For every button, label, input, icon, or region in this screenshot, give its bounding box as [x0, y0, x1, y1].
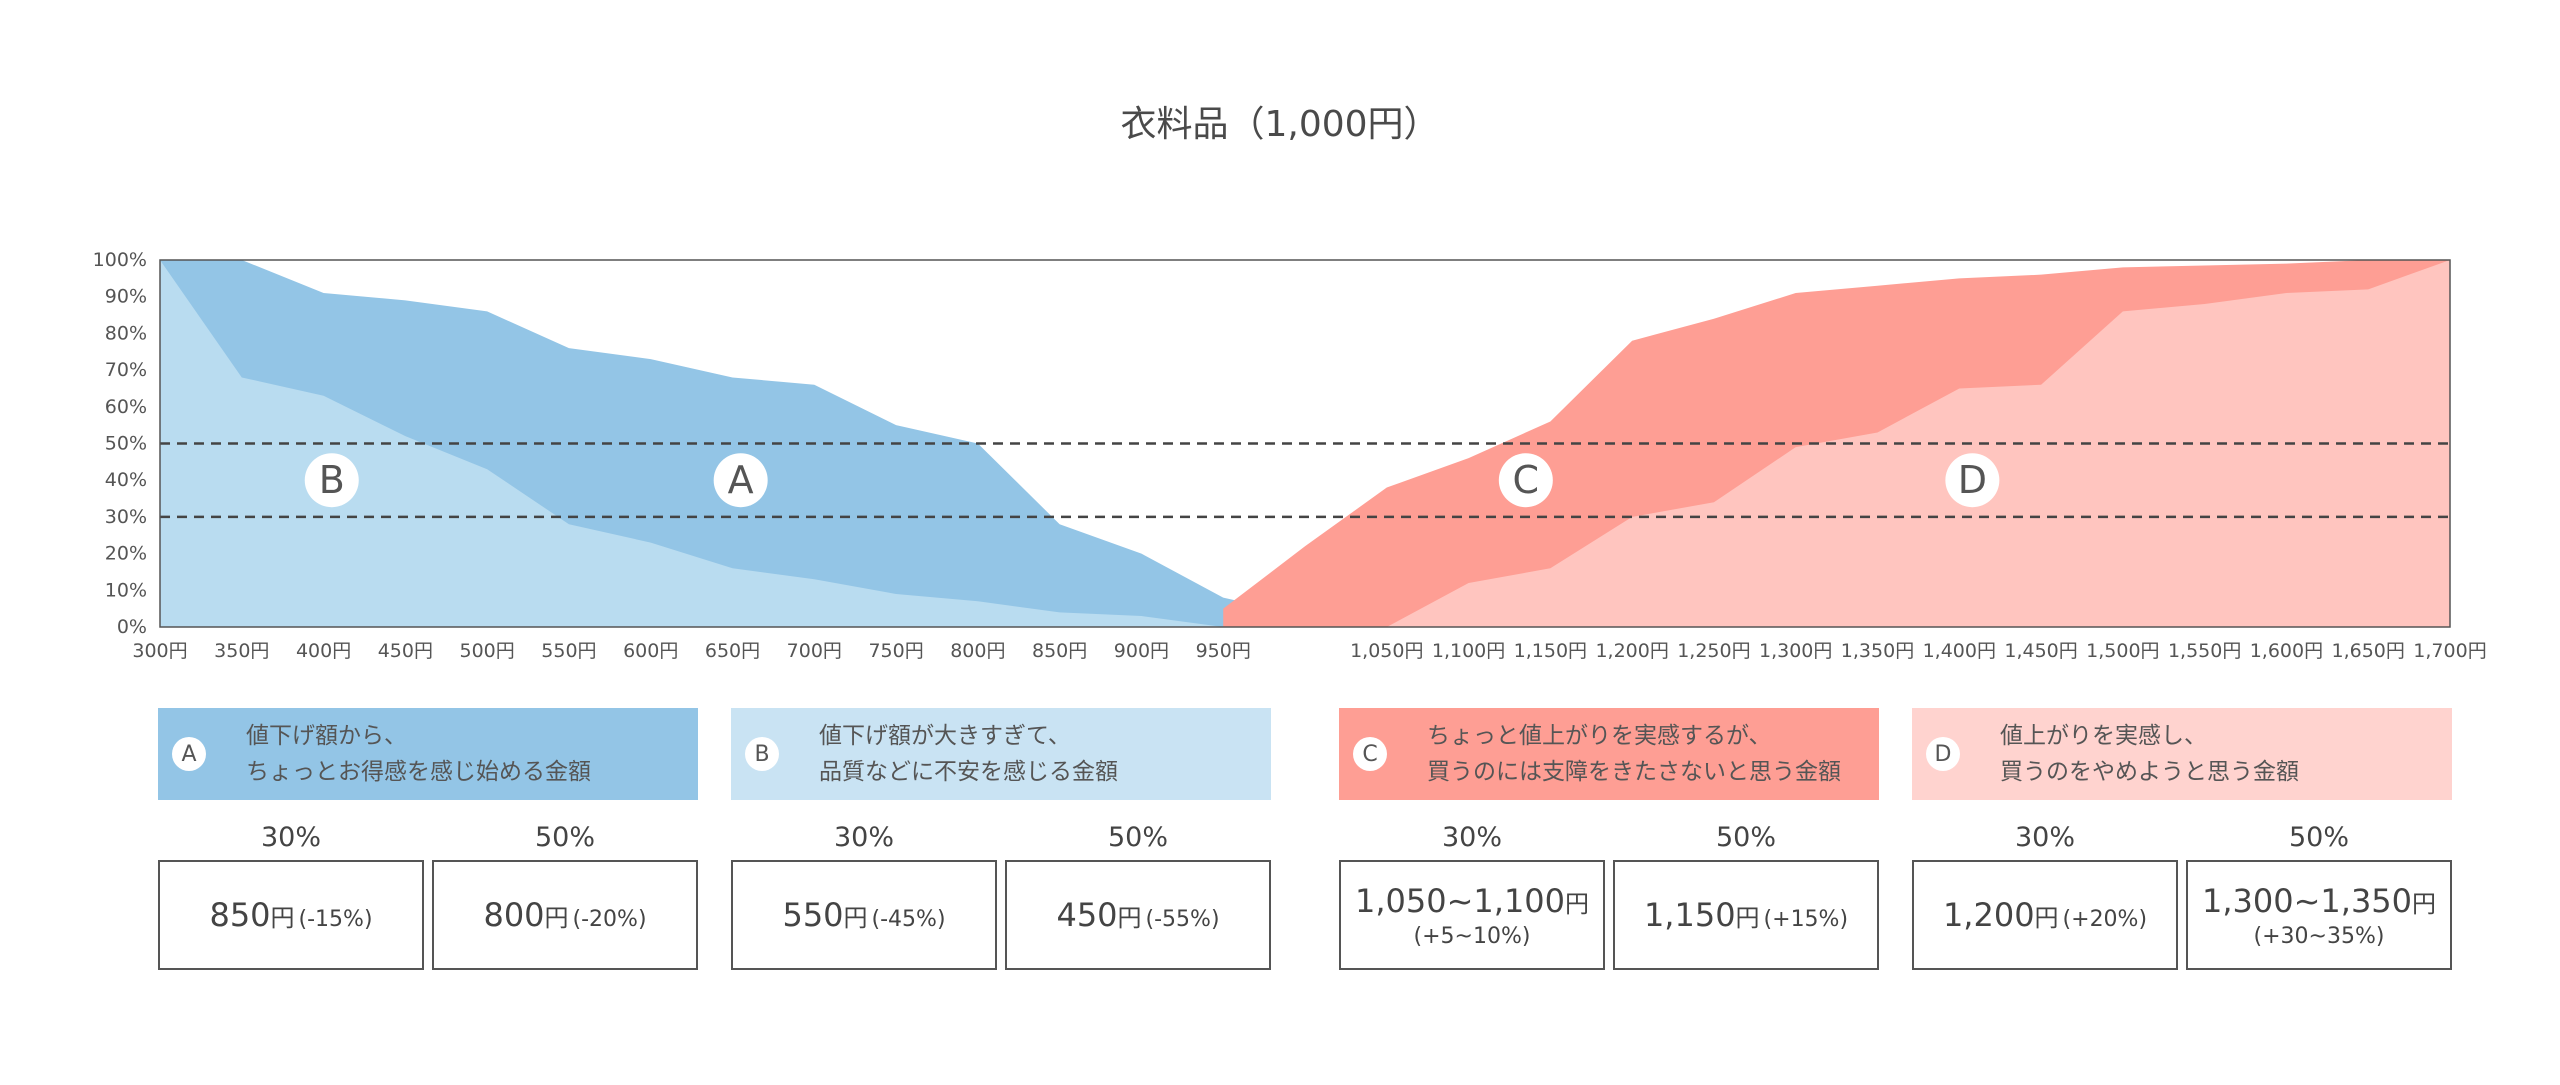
y-tick-label: 80%	[105, 322, 147, 344]
value-box-d-30: 1,200円 (+20%)	[1912, 860, 2178, 970]
marker-a: A	[713, 453, 768, 508]
legend-item-c: C ちょっと値上がりを実感するが、 買うのには支障をきたさないと思う金額	[1339, 708, 1879, 800]
x-tick-label: 700円	[787, 640, 842, 662]
marker-circle	[304, 453, 359, 508]
y-tick-label: 10%	[105, 579, 147, 601]
x-tick-label: 1,100円	[1432, 640, 1505, 662]
y-tick-label: 50%	[105, 433, 147, 455]
marker-circle	[1498, 453, 1553, 508]
pct-label-d-30: 30%	[2014, 822, 2075, 853]
value-box-b-50: 450円 (-55%)	[1005, 860, 1271, 970]
x-tick-label: 550円	[541, 640, 596, 662]
x-tick-label: 600円	[623, 640, 678, 662]
x-tick-label: 1,450円	[2004, 640, 2077, 662]
pct-label-a-50: 50%	[534, 822, 595, 853]
pct-label-d-50: 50%	[2288, 822, 2349, 853]
reference-lines	[160, 442, 2450, 519]
legend-line2-d: 買うのをやめようと思う金額	[2000, 759, 2299, 785]
legend-badge-d: D	[1926, 737, 1960, 771]
legend-text-b: 値下げ額が大きすぎて、 品質などに不安を感じる金額	[819, 718, 1118, 790]
y-tick-label: 70%	[105, 359, 147, 381]
legend-item-b: B 値下げ額が大きすぎて、 品質などに不安を感じる金額	[731, 708, 1271, 800]
marker-circle	[713, 453, 768, 508]
pct-label-a-30: 30%	[260, 822, 321, 853]
x-tick-label: 1,550円	[2168, 640, 2241, 662]
x-tick-label: 850円	[1032, 640, 1087, 662]
x-tick-label: 1,200円	[1595, 640, 1668, 662]
x-tick-label: 1,400円	[1923, 640, 1996, 662]
marker-d: D	[1945, 453, 2000, 508]
x-tick-label: 800円	[950, 640, 1005, 662]
value-box-b-30: 550円 (-45%)	[731, 860, 997, 970]
legend-text-d: 値上がりを実感し、 買うのをやめようと思う金額	[2000, 718, 2299, 790]
legend-line1-d: 値上がりを実感し、	[2000, 723, 2207, 749]
marker-label: B	[319, 458, 345, 502]
y-tick-label: 40%	[105, 469, 147, 491]
x-tick-label: 450円	[378, 640, 433, 662]
x-tick-label: 1,150円	[1514, 640, 1587, 662]
marker-label: A	[728, 458, 754, 502]
value-box-a-50: 800円 (-20%)	[432, 860, 698, 970]
area-b	[160, 260, 1387, 627]
pct-label-b-50: 50%	[1107, 822, 1168, 853]
x-tick-label: 950円	[1196, 640, 1251, 662]
x-tick-label: 750円	[868, 640, 923, 662]
marker-circle	[1945, 453, 2000, 508]
legend-line1-a: 値下げ額から、	[246, 723, 407, 749]
legend-item-d: D 値上がりを実感し、 買うのをやめようと思う金額	[1912, 708, 2452, 800]
legend-badge-c: C	[1353, 737, 1387, 771]
legend-line2-b: 品質などに不安を感じる金額	[819, 759, 1118, 785]
y-tick-label: 20%	[105, 543, 147, 565]
x-tick-label: 900円	[1114, 640, 1169, 662]
legend-text-a: 値下げ額から、 ちょっとお得感を感じ始める金額	[246, 718, 591, 790]
y-tick-label: 60%	[105, 396, 147, 418]
value-box-d-50: 1,300~1,350円 (+30~35%)	[2186, 860, 2452, 970]
area-chart: 0% 10% 20% 30% 40% 50% 60% 70% 80% 90% 100% 300円 350…	[93, 249, 2487, 662]
pct-label-b-30: 30%	[833, 822, 894, 853]
y-tick-label: 90%	[105, 286, 147, 308]
x-tick-label: 1,050円	[1350, 640, 1423, 662]
x-tick-label: 500円	[460, 640, 515, 662]
y-tick-label: 0%	[117, 616, 147, 638]
value-box-c-30: 1,050~1,100円 (+5~10%)	[1339, 860, 1605, 970]
legend-item-a: A 値下げ額から、 ちょっとお得感を感じ始める金額	[158, 708, 698, 800]
chart-axes: 0% 10% 20% 30% 40% 50% 60% 70% 80% 90% 100% 300円 350…	[93, 249, 2487, 662]
x-tick-label: 350円	[214, 640, 269, 662]
x-tick-label: 1,500円	[2086, 640, 2159, 662]
x-tick-label: 650円	[705, 640, 760, 662]
x-tick-label: 1,650円	[2332, 640, 2405, 662]
legend-badge-b: B	[745, 737, 779, 771]
plot-frame	[159, 259, 2451, 628]
chart-title: 衣料品（1,000円）	[1120, 104, 1440, 145]
y-tick-label: 30%	[105, 506, 147, 528]
x-tick-label: 400円	[296, 640, 351, 662]
marker-label: D	[1958, 458, 1987, 502]
legend-text-c: ちょっと値上がりを実感するが、 買うのには支障をきたさないと思う金額	[1427, 718, 1841, 790]
marker-c: C	[1498, 453, 1553, 508]
x-tick-label: 1,600円	[2250, 640, 2323, 662]
legend-line1-c: ちょっと値上がりを実感するが、	[1427, 723, 1772, 749]
x-tick-label: 1,700円	[2413, 640, 2486, 662]
x-tick-label: 300円	[132, 640, 187, 662]
y-tick-label: 100%	[93, 249, 147, 271]
legend-line1-b: 値下げ額が大きすぎて、	[819, 723, 1071, 749]
marker-b: B	[304, 453, 359, 508]
legend-badge-a: A	[172, 737, 206, 771]
pct-label-c-50: 50%	[1715, 822, 1776, 853]
x-tick-label: 1,350円	[1841, 640, 1914, 662]
marker-label: C	[1513, 458, 1540, 502]
pct-label-c-30: 30%	[1441, 822, 1502, 853]
legend-line2-c: 買うのには支障をきたさないと思う金額	[1427, 759, 1841, 785]
value-box-a-30: 850円 (-15%)	[158, 860, 424, 970]
x-tick-label: 1,300円	[1759, 640, 1832, 662]
legend-line2-a: ちょっとお得感を感じ始める金額	[246, 759, 591, 785]
x-tick-label: 1,250円	[1677, 640, 1750, 662]
value-box-c-50: 1,150円 (+15%)	[1613, 860, 1879, 970]
